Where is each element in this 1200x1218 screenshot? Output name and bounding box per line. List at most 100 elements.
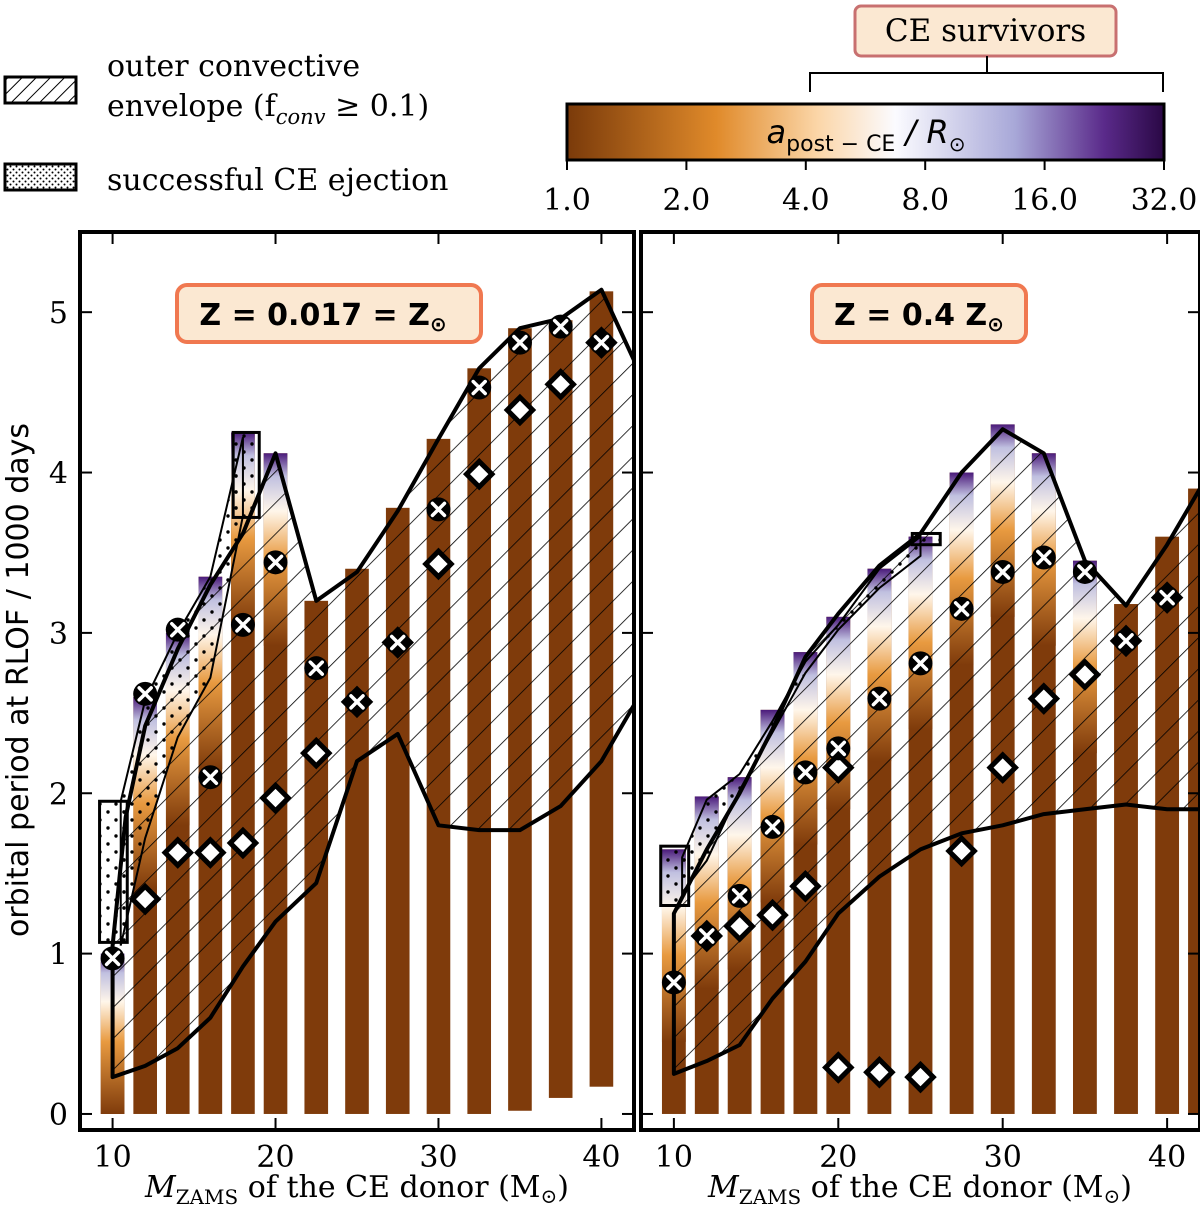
ce-ejection-box [910,531,942,547]
cross-marker [949,596,974,621]
cross-marker [589,330,614,355]
x-tick-label: 30 [984,1140,1022,1175]
colorbar-tick-label: 8.0 [901,183,949,218]
cross-marker [990,559,1015,584]
colorbar-gradient [565,102,1166,162]
x-tick-label: 20 [819,1140,857,1175]
cross-marker [548,314,573,339]
colorbar-tick-label: 2.0 [663,183,711,218]
left-panel: 10 20 30 40 0 1 2 3 4 5 Z = 0.017 = Z⊙ orbital pe… [1,230,636,1209]
y-axis-label: orbital period at RLOF / 1000 days [1,423,36,937]
diamond-marker [503,393,537,427]
diamond-marker [161,836,195,869]
x-tick-label: 40 [582,1140,620,1175]
ce-ejection-region [681,534,922,896]
diamond-marker [462,457,496,491]
cross-marker [867,686,892,711]
legend-hatch-swatch [3,75,78,105]
cross-marker [133,681,158,706]
diamond-marker [789,869,822,903]
diamond-marker [945,834,978,868]
diamond-marker [194,836,227,869]
diamond-marker [300,736,333,770]
cross-marker [908,651,933,676]
cross-marker [467,375,492,400]
ce-survivors-badge [853,4,1118,58]
y-tick-label: 2 [49,777,68,812]
diamond-marker [1027,682,1061,715]
diamond-marker [986,751,1019,784]
left-panel-title: Z = 0.017 = Z⊙ [199,298,446,336]
cross-marker [198,765,223,790]
diamond-marker [822,1051,855,1084]
cross-marker [263,550,288,575]
legend: outer convective envelope (fconv ≥ 0.1) … [3,49,448,198]
ce-survivors-label: CE survivors [885,13,1086,49]
y-tick-label: 4 [49,457,68,492]
cross-marker [385,630,410,655]
y-tick-label: 5 [49,296,68,331]
convective-envelope-outline [671,427,1200,1076]
cross-marker [793,760,818,785]
diamond-marker [259,781,292,815]
legend-dots-swatch [3,162,78,192]
right-x-axis-label: MZAMS of the CE donor (M⊙) [707,1170,1132,1209]
y-tick-label: 3 [49,617,68,652]
right-panel-title-badge: Z = 0.4 Z⊙ [810,283,1028,344]
cross-marker [426,497,451,522]
left-x-axis-label: MZAMS of the CE donor (M⊙) [144,1170,569,1209]
ce-ejection-box [98,799,129,944]
diamond-marker [226,826,260,860]
cross-marker [100,946,125,971]
y-tick-label: 0 [49,1098,68,1133]
convective-envelope-region [112,289,634,1078]
cross-marker [1155,585,1180,610]
colorbar-tick-label: 4.0 [782,183,830,218]
colorbar-label: apost − CE / R⊙ [767,113,966,157]
ce-survivors-bracket [809,56,1164,92]
x-tick-label: 10 [93,1140,131,1175]
legend-dots-label: successful CE ejection [107,163,448,198]
cross-marker [1072,559,1097,584]
left-panel-frame [78,230,636,1132]
cross-marker [760,814,785,839]
diamond-marker [822,751,855,784]
diamond-marker [723,910,756,943]
cross-marker [304,656,329,681]
colorbar-tick-label: 1.0 [543,183,591,218]
cross-marker [345,689,369,714]
left-panel-title-badge: Z = 0.017 = Z⊙ [175,283,483,344]
cross-marker [165,617,190,642]
cross-marker [826,736,851,761]
ce-ejection-box [231,430,261,519]
diamond-marker [863,1056,896,1089]
right-panel-title: Z = 0.4 Z⊙ [834,298,1004,336]
cross-marker [661,970,686,995]
cross-marker [230,612,255,637]
right-panel: 10 20 30 40 Z = 0.4 Z⊙ MZAMS of the CE dono… [639,230,1200,1209]
diamond-marker [904,1060,937,1094]
y-tick-label: 1 [49,938,68,973]
colorbar-ticks: 1.0 2.0 4.0 8.0 16.0 32.0 [543,160,1197,218]
cross-marker [1031,545,1056,570]
cross-marker [507,330,532,355]
right-panel-frame [639,230,1200,1132]
cross-marker [1114,628,1139,653]
x-tick-label: 20 [256,1140,294,1175]
legend-hatch-label-line1: outer convective [107,49,360,84]
ce-ejection-box [659,844,691,907]
legend-hatch-label-line2: envelope (fconv ≥ 0.1) [107,89,429,129]
cross-marker [727,883,752,908]
colorbar-tick-label: 16.0 [1011,183,1078,218]
cross-marker [694,923,719,948]
diamond-marker [422,547,455,581]
colorbar-tick-label: 32.0 [1131,183,1198,218]
x-tick-label: 10 [655,1140,693,1175]
x-tick-label: 30 [419,1140,457,1175]
diamond-marker [128,882,162,916]
x-tick-label: 40 [1148,1140,1186,1175]
colorbar: CE survivors apost − CE / R⊙ 1.0 2.0 4.0 8.… [543,4,1197,218]
diamond-marker [544,368,577,401]
convective-envelope-region [673,429,1200,1074]
